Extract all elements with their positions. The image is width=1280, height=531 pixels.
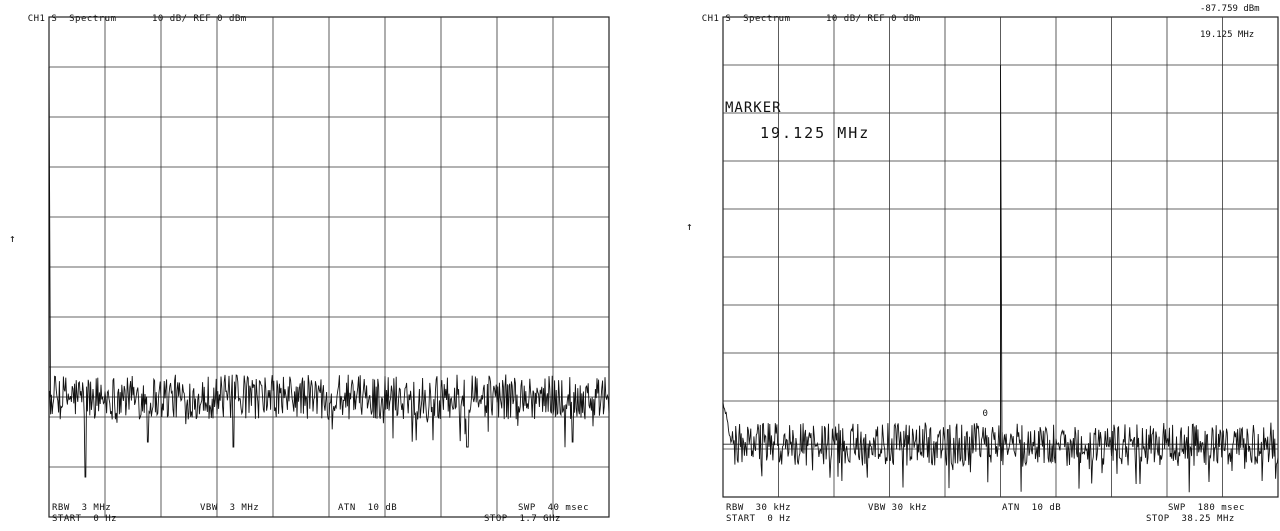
ref-level-arrow-icon: ↑ xyxy=(686,220,693,233)
spectrum-panel-left: CH1 S Spectrum 10 dB/ REF 0 dBm ↑ RBW 3 … xyxy=(9,14,610,524)
footer-atn: ATN 10 dB xyxy=(1002,503,1062,513)
footer-start: START 0 Hz xyxy=(726,514,792,524)
header-channel: CH1 S Spectrum 10 dB/ REF 0 dBm xyxy=(701,14,921,24)
marker-freq-readout: 19.125 MHz xyxy=(1200,30,1255,40)
footer-start: START 0 Hz xyxy=(52,514,118,524)
footer-stop: STOP 1.7 GHz xyxy=(484,514,561,524)
spectrum-panel-right: CH1 S Spectrum 10 dB/ REF 0 dBm -87.759 … xyxy=(640,0,1280,531)
spectrum-trace xyxy=(722,64,1279,493)
spectrum-trace xyxy=(48,66,610,478)
marker-box-title: MARKER xyxy=(725,100,782,116)
marker-symbol: 0 xyxy=(983,409,988,419)
footer-swp: SWP 40 msec xyxy=(518,503,590,513)
ref-level-arrow-icon: ↑ xyxy=(9,232,16,245)
footer-stop: STOP 38.25 MHz xyxy=(1146,514,1235,524)
marker-box-value: 19.125 MHz xyxy=(760,124,871,142)
footer-vbw: VBW 3 MHz xyxy=(200,503,260,513)
footer-swp: SWP 180 msec xyxy=(1168,503,1245,513)
spectrum-plot-right: 0 xyxy=(722,16,1279,498)
marker-level-readout: -87.759 dBm xyxy=(1200,4,1260,14)
footer-rbw: RBW 3 MHz xyxy=(52,503,112,513)
spectrum-plot-left xyxy=(48,16,610,518)
footer-rbw: RBW 30 kHz xyxy=(726,503,792,513)
footer-atn: ATN 10 dB xyxy=(338,503,398,513)
footer-vbw: VBW 30 kHz xyxy=(868,503,928,513)
header-channel: CH1 S Spectrum 10 dB/ REF 0 dBm xyxy=(27,14,247,24)
